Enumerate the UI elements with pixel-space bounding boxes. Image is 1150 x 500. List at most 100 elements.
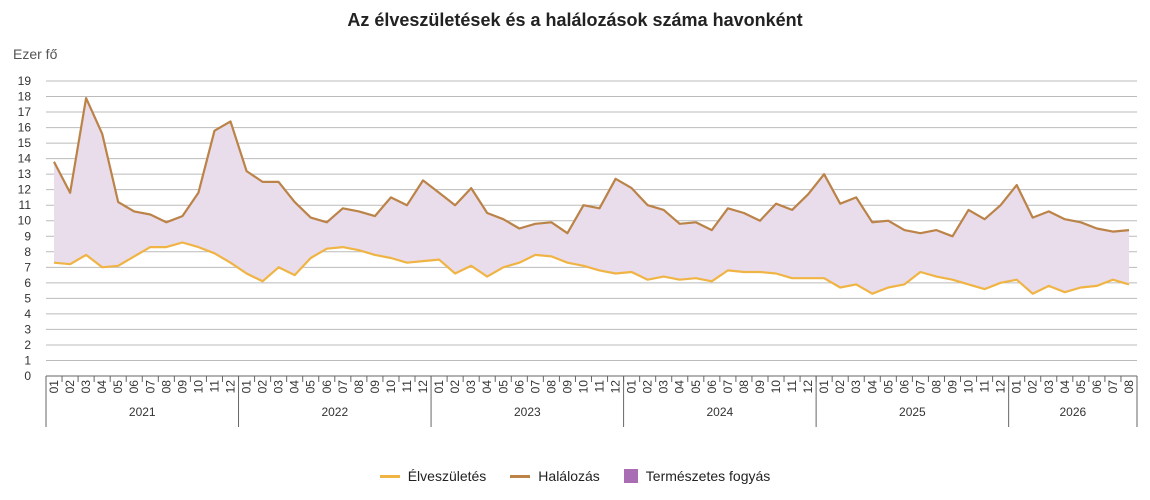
x-month-label: 01 [817, 380, 831, 394]
x-month-label: 07 [143, 380, 157, 394]
x-month-label: 03 [849, 380, 863, 394]
x-month-label: 07 [1106, 380, 1120, 394]
x-month-label: 01 [1010, 380, 1024, 394]
x-month-label: 10 [191, 380, 205, 394]
y-tick-label: 9 [24, 229, 31, 243]
x-month-label: 02 [63, 380, 77, 394]
x-month-label: 06 [897, 380, 911, 394]
x-month-label: 08 [544, 380, 558, 394]
legend-swatch-births [379, 474, 400, 478]
natural-decrease-area [54, 98, 1129, 294]
legend-item-deaths[interactable]: Halálozás [510, 468, 600, 484]
y-tick-label: 19 [18, 74, 32, 88]
x-month-label: 05 [689, 380, 703, 394]
legend: Élveszületés Halálozás Természetes fogyá… [0, 468, 1150, 484]
y-tick-label: 0 [24, 369, 31, 383]
legend-label-births: Élveszületés [407, 468, 487, 484]
y-tick-label: 18 [18, 90, 32, 104]
y-tick-label: 8 [24, 245, 31, 259]
x-month-label: 11 [978, 380, 992, 393]
y-tick-label: 11 [19, 198, 32, 212]
y-tick-label: 4 [24, 307, 31, 321]
x-month-label: 02 [641, 380, 655, 394]
x-month-label: 06 [320, 380, 334, 394]
legend-swatch-deaths [510, 474, 531, 478]
x-month-label: 12 [801, 380, 815, 394]
x-year-label: 2024 [707, 405, 734, 419]
x-month-label: 04 [480, 380, 494, 394]
x-month-label: 11 [207, 380, 221, 393]
deaths-line [53, 96, 1130, 238]
x-month-label: 11 [785, 380, 799, 393]
legend-item-births[interactable]: Élveszületés [379, 468, 487, 484]
y-tick-label: 12 [18, 183, 32, 197]
x-month-label: 09 [368, 380, 382, 394]
x-month-label: 06 [127, 380, 141, 394]
x-month-label: 03 [464, 380, 478, 394]
x-month-label: 03 [657, 380, 671, 394]
y-axis-unit-label: Ezer fő [13, 46, 58, 62]
births-line [53, 241, 1130, 295]
x-month-label: 06 [1090, 380, 1104, 394]
x-month-label: 07 [721, 380, 735, 394]
x-month-label: 10 [769, 380, 783, 394]
x-month-label: 01 [625, 380, 639, 394]
x-month-label: 04 [865, 380, 879, 394]
x-month-label: 10 [576, 380, 590, 394]
x-year-label: 2022 [321, 405, 348, 419]
x-month-label: 03 [79, 380, 93, 394]
x-month-label: 01 [432, 380, 446, 394]
y-tick-label: 13 [18, 167, 32, 181]
y-tick-label: 1 [24, 353, 31, 367]
y-tick-label: 14 [18, 152, 32, 166]
x-month-label: 10 [384, 380, 398, 394]
x-year-label: 2025 [899, 405, 926, 419]
y-tick-label: 15 [18, 136, 32, 150]
x-month-label: 04 [95, 380, 109, 394]
x-month-label: 05 [111, 380, 125, 394]
x-month-label: 02 [448, 380, 462, 394]
x-month-label: 04 [288, 380, 302, 394]
x-month-label: 12 [994, 380, 1008, 394]
x-month-label: 08 [352, 380, 366, 394]
x-month-label: 06 [705, 380, 719, 394]
x-month-label: 07 [913, 380, 927, 394]
x-year-label: 2023 [514, 405, 541, 419]
x-month-label: 12 [416, 380, 430, 394]
x-month-label: 10 [962, 380, 976, 394]
y-tick-label: 3 [24, 322, 31, 336]
x-month-label: 09 [945, 380, 959, 394]
x-month-label: 05 [496, 380, 510, 394]
x-year-label: 2026 [1059, 405, 1086, 419]
legend-item-natural-decrease[interactable]: Természetes fogyás [623, 468, 770, 484]
x-month-label: 11 [593, 380, 607, 393]
y-tick-label: 7 [24, 260, 31, 274]
x-month-label: 05 [881, 380, 895, 394]
x-month-label: 11 [400, 380, 414, 393]
x-month-label: 01 [240, 380, 254, 394]
x-month-label: 04 [1058, 380, 1072, 394]
x-month-label: 09 [753, 380, 767, 394]
x-month-label: 03 [272, 380, 286, 394]
x-month-label: 07 [528, 380, 542, 394]
x-month-label: 07 [336, 380, 350, 394]
x-month-label: 12 [224, 380, 238, 394]
x-month-label: 08 [1122, 380, 1136, 394]
legend-label-deaths: Halálozás [538, 468, 600, 484]
y-tick-label: 16 [18, 121, 32, 135]
x-month-label: 02 [1026, 380, 1040, 394]
x-month-label: 06 [512, 380, 526, 394]
x-month-label: 12 [609, 380, 623, 394]
legend-swatch-natural-decrease [623, 469, 638, 483]
x-month-label: 09 [560, 380, 574, 394]
y-tick-label: 2 [24, 338, 31, 352]
chart-title: Az élveszületések és a halálozások száma… [347, 10, 803, 30]
x-month-label: 05 [1074, 380, 1088, 394]
y-tick-label: 6 [24, 276, 31, 290]
x-month-label: 02 [256, 380, 270, 394]
x-month-label: 05 [304, 380, 318, 394]
x-month-label: 03 [1042, 380, 1056, 394]
x-month-label: 08 [159, 380, 173, 394]
